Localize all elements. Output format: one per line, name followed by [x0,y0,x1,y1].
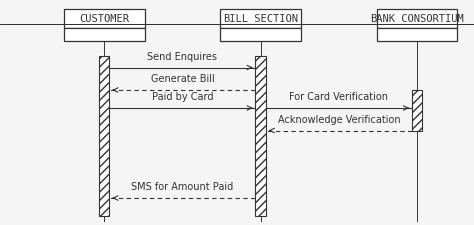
Bar [377,9,457,28]
Text: Acknowledge Verification: Acknowledge Verification [278,115,400,125]
Bar [255,56,266,216]
Text: Generate Bill: Generate Bill [151,74,214,84]
Bar [64,9,145,28]
Text: Paid by Card: Paid by Card [152,92,213,102]
Bar [412,90,422,130]
Text: Send Enquires: Send Enquires [147,52,218,62]
Text: For Card Verification: For Card Verification [290,92,388,102]
Bar [220,9,301,28]
Text: BANK_CONSORTIUM: BANK_CONSORTIUM [370,13,464,24]
Text: SMS for Amount Paid: SMS for Amount Paid [131,182,234,192]
Bar [220,28,301,40]
Bar [64,28,145,40]
Text: BILL_SECTION: BILL_SECTION [223,13,298,24]
Text: CUSTOMER: CUSTOMER [79,14,129,24]
Bar [377,28,457,40]
Bar [99,56,109,216]
